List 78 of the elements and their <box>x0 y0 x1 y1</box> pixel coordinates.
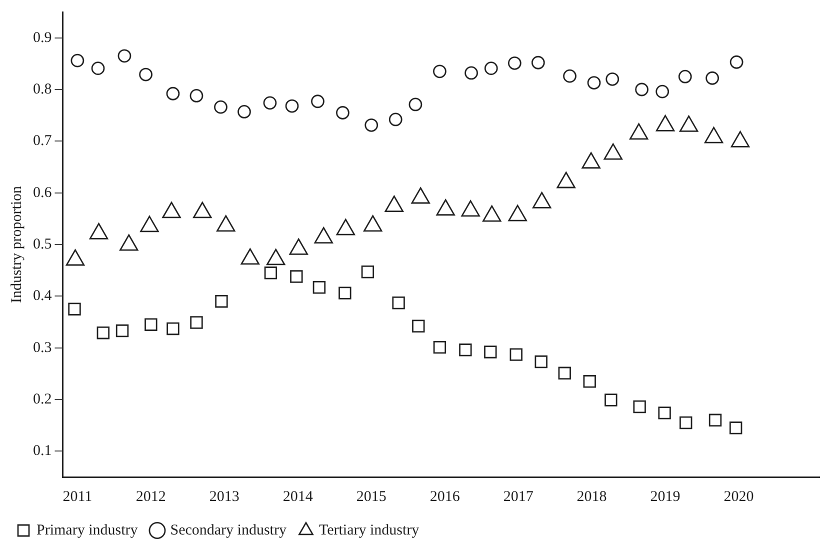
y-tick-label: 0.5 <box>33 236 52 252</box>
x-tick-label: 2019 <box>650 488 680 505</box>
point <box>730 55 744 69</box>
point <box>91 62 105 76</box>
point <box>139 68 152 82</box>
point <box>263 96 277 110</box>
y-tick-label: 0.2 <box>33 391 52 408</box>
point <box>144 318 158 331</box>
point <box>238 105 251 118</box>
point <box>635 82 648 96</box>
point <box>215 294 228 308</box>
x-tick-label: 2015 <box>356 488 386 505</box>
point <box>364 118 378 132</box>
point <box>392 296 405 310</box>
point <box>510 348 522 361</box>
point <box>706 71 720 85</box>
x-tick-label: 2020 <box>724 488 754 505</box>
point <box>70 54 84 68</box>
point <box>534 355 548 368</box>
point <box>587 76 601 90</box>
point <box>678 70 692 84</box>
point <box>563 69 576 83</box>
point <box>412 320 425 332</box>
point <box>433 340 446 354</box>
point <box>459 344 472 356</box>
x-tick-label: 2014 <box>282 488 314 505</box>
point <box>708 414 722 427</box>
point <box>290 270 303 283</box>
point <box>312 281 326 294</box>
point <box>633 400 646 414</box>
point <box>508 56 522 70</box>
point <box>729 422 742 434</box>
point <box>214 100 228 114</box>
point <box>166 86 180 100</box>
x-tick-label: 2013 <box>209 488 240 505</box>
point <box>658 406 671 420</box>
point <box>484 62 498 76</box>
y-tick-label: 0.9 <box>33 30 52 46</box>
y-tick-label: 0.4 <box>33 288 52 304</box>
legend-label: Tertiary industry <box>318 522 420 538</box>
point <box>68 302 81 316</box>
point <box>116 324 129 338</box>
point <box>264 266 278 280</box>
point <box>166 322 180 336</box>
point <box>118 49 132 63</box>
point <box>433 64 446 78</box>
point <box>680 416 692 430</box>
x-tick-label: 2012 <box>136 488 166 505</box>
x-tick-label: 2016 <box>430 488 460 505</box>
y-tick-label: 0.6 <box>33 184 52 201</box>
legend-label: Secondary industry <box>170 522 287 538</box>
y-tick-label: 0.1 <box>33 443 52 460</box>
point <box>338 286 352 300</box>
y-tick-label: 0.8 <box>33 81 52 98</box>
point <box>484 346 497 358</box>
point <box>656 84 670 98</box>
point <box>408 98 422 112</box>
point <box>464 66 478 80</box>
x-tick-label: 2017 <box>503 488 534 505</box>
legend-label: Primary industry <box>36 522 138 538</box>
point <box>285 99 299 113</box>
y-tick-label: 0.3 <box>33 340 52 356</box>
point <box>96 326 110 340</box>
x-tick-label: 2011 <box>62 488 92 505</box>
point <box>311 94 324 108</box>
x-tick-label: 2018 <box>576 488 607 505</box>
point <box>361 266 374 278</box>
y-tick-label: 0.7 <box>33 133 52 150</box>
point <box>531 56 545 70</box>
point <box>558 366 571 380</box>
point <box>604 394 618 406</box>
point <box>583 375 596 388</box>
y-axis-title: Industry proportion <box>8 185 25 304</box>
point <box>606 72 620 86</box>
point <box>190 89 204 102</box>
point <box>190 316 203 329</box>
point <box>336 106 350 120</box>
point <box>388 112 402 126</box>
